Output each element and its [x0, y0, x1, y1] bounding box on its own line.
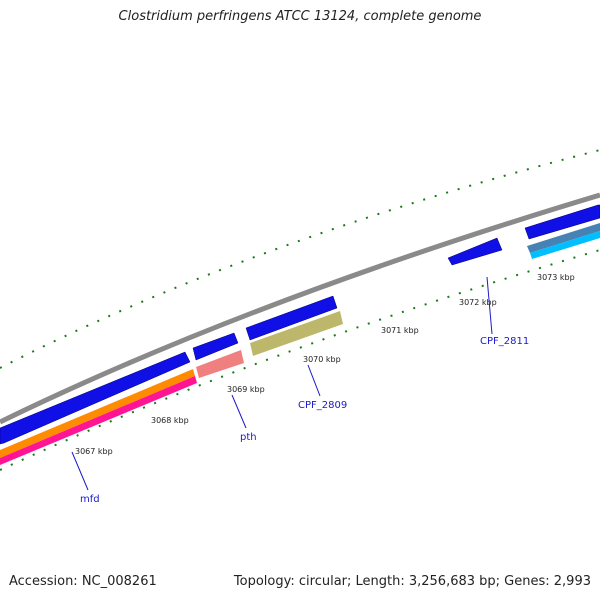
- scale-label: 3069 kbp: [227, 385, 265, 394]
- pink-track: [0, 376, 197, 465]
- scale-label: 3067 kbp: [75, 447, 113, 456]
- gene-labels: mfd pth CPF_2809 CPF_2811: [80, 336, 529, 505]
- gene-label-cpf-2809: CPF_2809: [298, 400, 347, 411]
- olive-track: [250, 311, 343, 356]
- gene-arrow: [0, 351, 191, 445]
- scale-label: 3072 kbp: [459, 298, 497, 307]
- genome-backbone: [0, 192, 600, 425]
- scale-label: 3073 kbp: [537, 273, 575, 282]
- gene-label-pth: pth: [240, 432, 257, 443]
- scale-label: 3071 kbp: [381, 326, 419, 335]
- gene-arrow: [447, 237, 503, 266]
- steel-track: [527, 223, 600, 253]
- map-title: Clostridium perfringens ATCC 13124, comp…: [118, 9, 482, 24]
- cyan-track: [530, 231, 600, 259]
- scale-labels: 3067 kbp 3068 kbp 3069 kbp 3070 kbp 3071…: [75, 273, 575, 456]
- genome-summary-text: Topology: circular; Length: 3,256,683 bp…: [233, 574, 591, 589]
- gene-arrow: [192, 332, 239, 361]
- salmon-track: [196, 350, 244, 378]
- gene-label-cpf-2811: CPF_2811: [480, 336, 529, 347]
- inner-tick-ring: [0, 249, 600, 471]
- scale-label: 3070 kbp: [303, 355, 341, 364]
- forward-genes: [0, 204, 600, 445]
- gene-label-mfd: mfd: [80, 494, 100, 505]
- orange-track: [0, 369, 195, 458]
- accession-text: Accession: NC_008261: [9, 574, 157, 589]
- feature-tracks: [0, 223, 600, 465]
- scale-label: 3068 kbp: [151, 416, 189, 425]
- gene-arrow: [524, 204, 600, 240]
- gene-leader-lines: [71, 276, 493, 491]
- gene-arrow: [245, 295, 338, 341]
